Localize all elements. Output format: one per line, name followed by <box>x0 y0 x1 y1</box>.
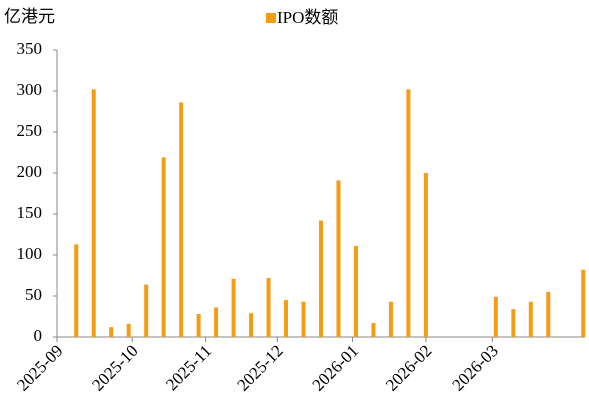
bar <box>179 102 184 337</box>
bar <box>266 277 271 337</box>
bar <box>74 244 79 337</box>
y-tick-label: 50 <box>25 285 42 304</box>
bar <box>581 269 586 337</box>
bar <box>161 157 166 337</box>
bar <box>406 89 411 337</box>
bar <box>319 220 323 337</box>
legend-label: IPO数额 <box>277 8 338 27</box>
bar <box>109 327 114 337</box>
y-tick-label: 150 <box>17 203 43 222</box>
y-axis-unit: 亿港元 <box>4 7 55 26</box>
bar <box>249 313 254 337</box>
x-tick-label: 2026-01 <box>309 341 363 395</box>
bar <box>511 309 516 337</box>
bar <box>126 323 131 337</box>
bar <box>423 173 428 337</box>
bar <box>196 314 201 337</box>
bar <box>546 291 551 337</box>
x-tick-label: 2026-03 <box>448 341 502 395</box>
y-tick-label: 250 <box>17 121 43 140</box>
bar <box>353 245 358 337</box>
x-tick-label: 2026-02 <box>382 341 436 395</box>
bar <box>528 301 533 337</box>
x-tick-label: 2025-11 <box>162 341 215 394</box>
bar <box>91 89 96 337</box>
y-tick-label: 100 <box>17 244 43 263</box>
legend-swatch <box>266 13 276 23</box>
y-tick-label: 350 <box>17 39 43 58</box>
bar <box>284 300 289 337</box>
bar <box>214 307 219 337</box>
bar <box>301 301 306 337</box>
x-tick-label: 2025-10 <box>88 341 142 395</box>
y-tick-label: 0 <box>34 326 43 345</box>
bar <box>336 180 341 337</box>
x-tick-label: 2025-12 <box>233 341 287 395</box>
bar <box>371 323 376 337</box>
bar <box>493 296 498 337</box>
y-tick-label: 200 <box>17 162 43 181</box>
bar <box>231 278 236 337</box>
bar <box>388 301 393 337</box>
x-tick-label: 2025-09 <box>13 341 67 395</box>
y-tick-label: 300 <box>17 80 43 99</box>
bar <box>144 284 149 337</box>
